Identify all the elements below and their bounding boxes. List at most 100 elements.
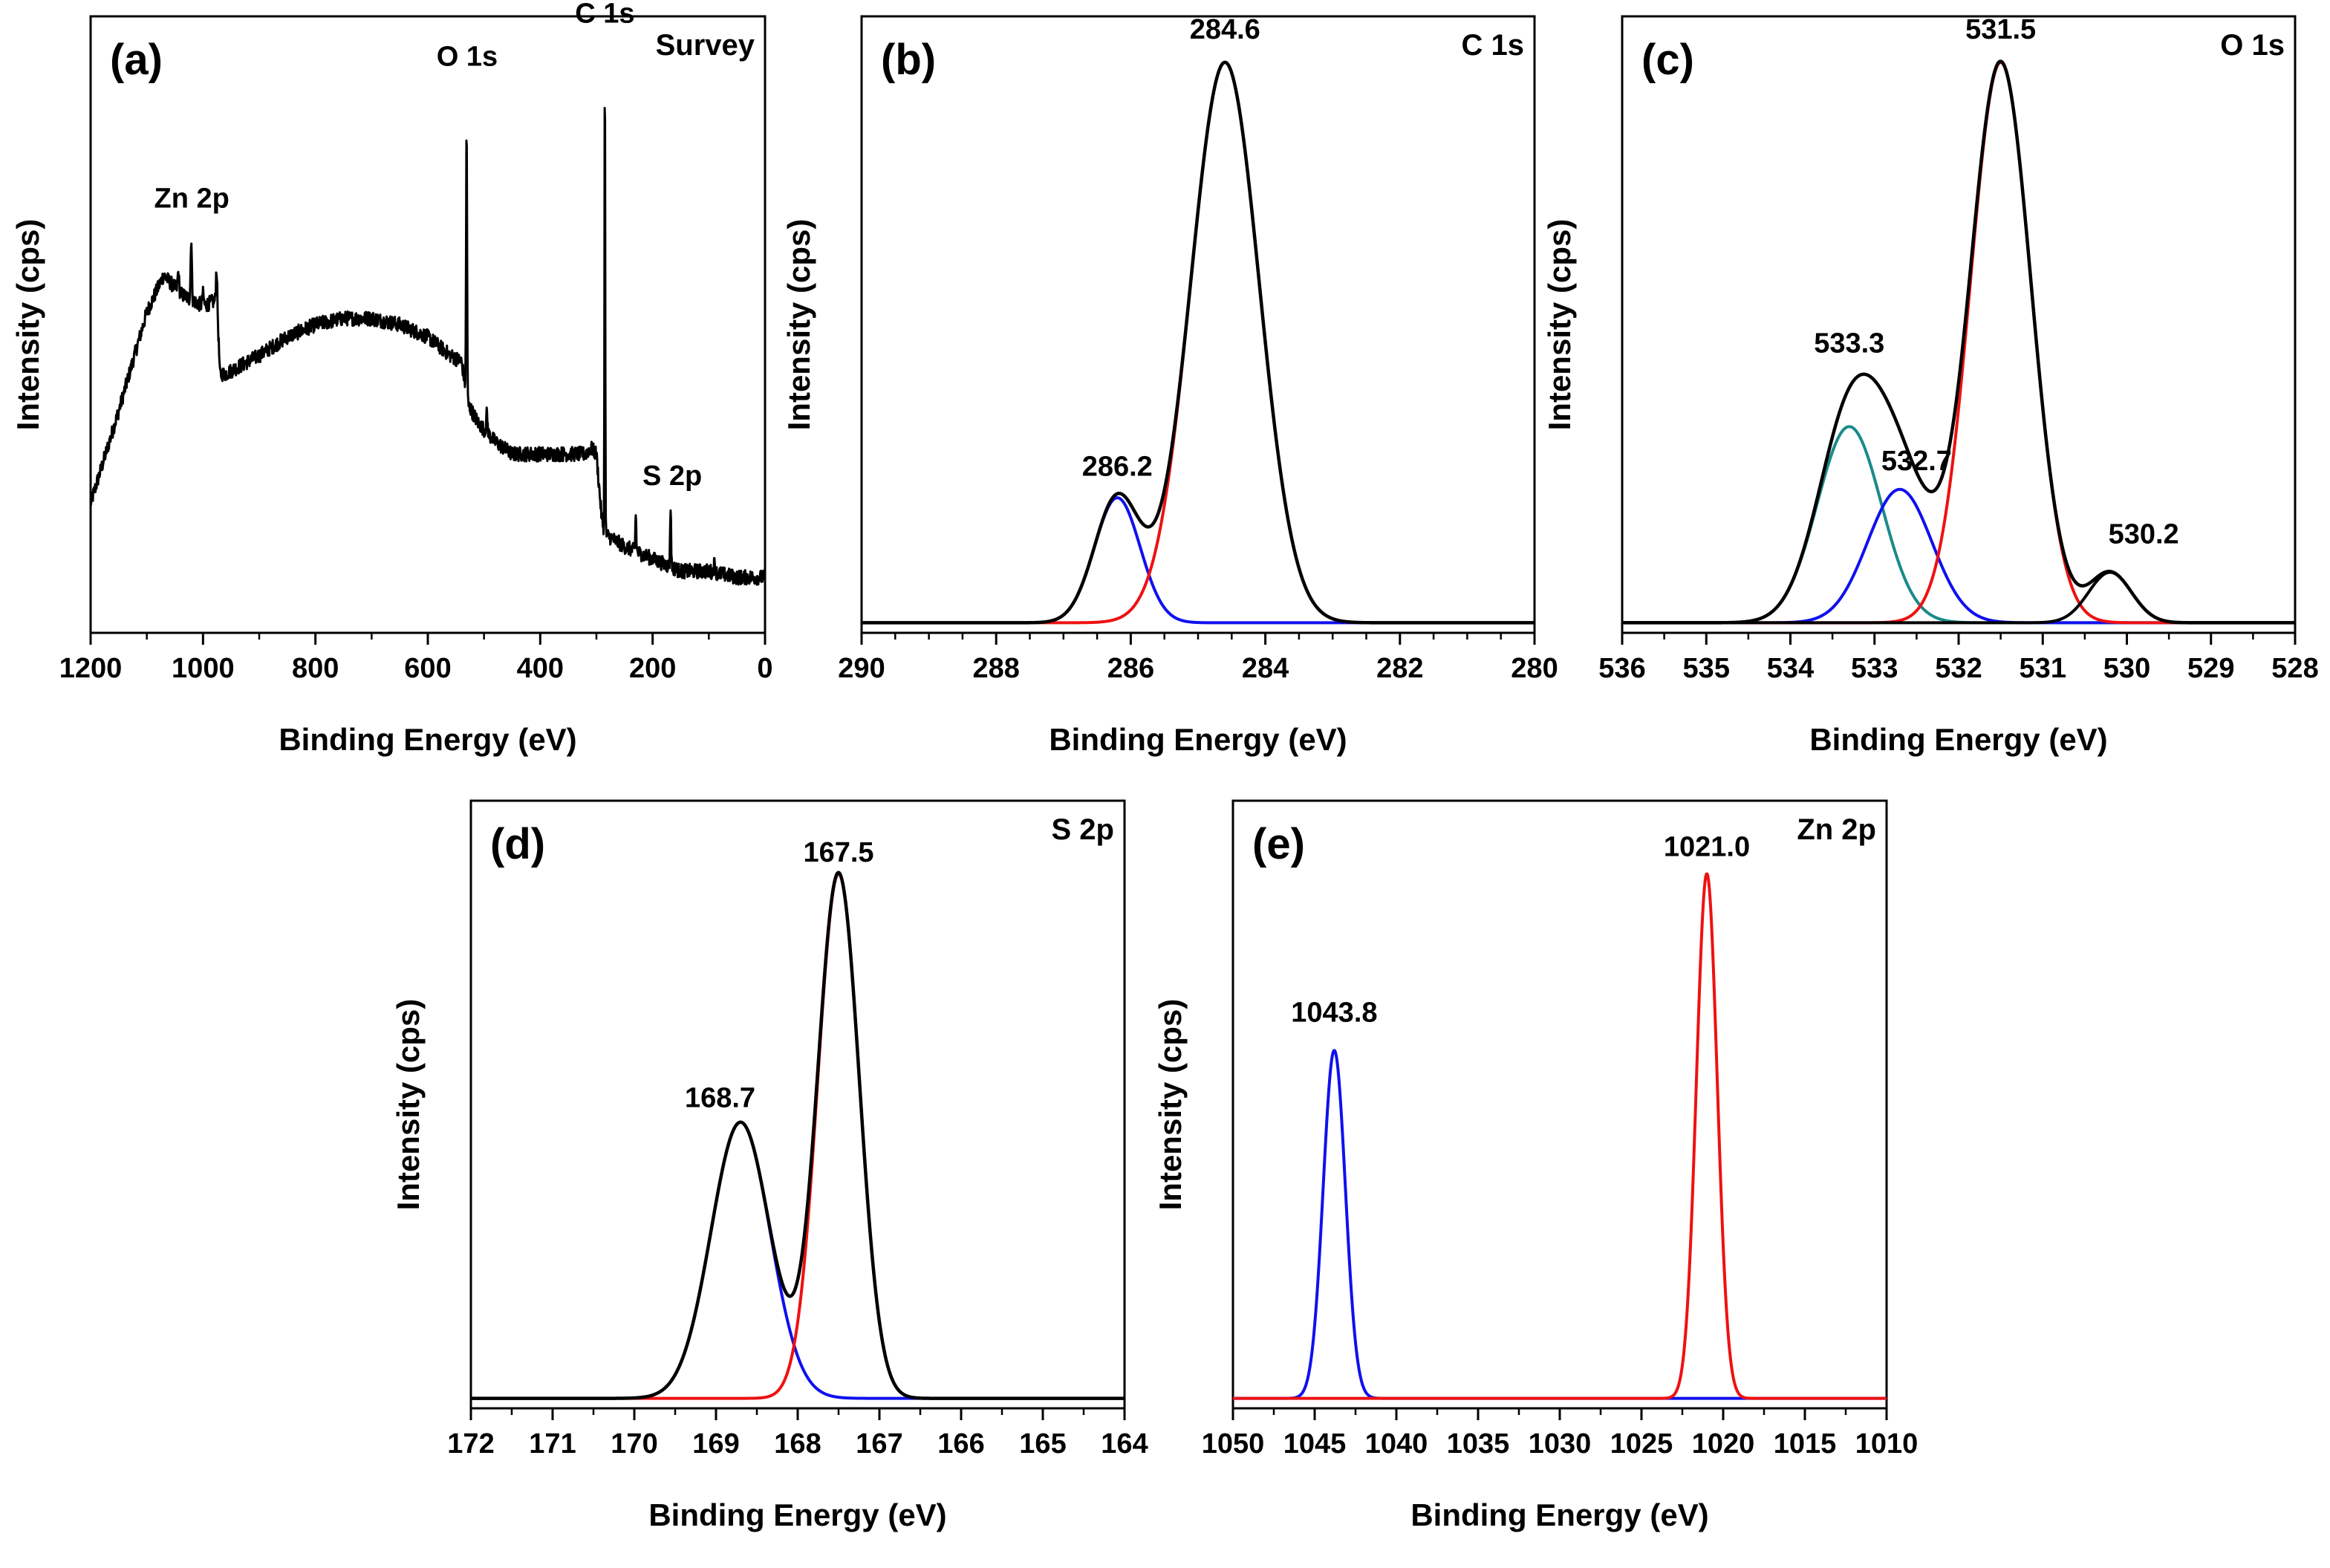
panel-letter: (a) [110,36,163,84]
x-tick-label: 533 [1851,653,1898,684]
series-group [471,871,1125,1400]
y-axis-label: Intensity (cps) [391,999,426,1211]
x-tick-label: 168 [774,1428,821,1460]
peak-label: Zn 2p [154,183,230,214]
peak-label: 286.2 [1082,452,1153,483]
x-tick-label: 0 [757,653,772,684]
x-tick-label: 528 [2271,653,2318,684]
peak-label: 1043.8 [1291,997,1377,1028]
x-tick-label: 400 [517,653,564,684]
peak-label: 167.5 [803,837,873,868]
x-tick-label: 529 [2187,653,2234,684]
panel-title: Survey [656,29,755,62]
x-tick-label: 284 [1242,653,1289,684]
x-tick-label: 1010 [1855,1428,1919,1460]
panel-title: S 2p [1052,813,1114,846]
peak-label: 284.6 [1190,14,1260,45]
panel-d: 172 171 170 169 168 167 166 165 164 Binding Energ… [391,799,1148,1532]
survey-spectrum-line [91,106,765,586]
x-tick-label: 800 [292,653,339,684]
panel-a: 1200 1000 800 600 400 200 0 Binding Energy (eV)… [10,0,773,757]
x-tick-label: 531 [2020,653,2066,684]
x-axis-label: Binding Energy (eV) [1049,722,1347,757]
peak-label: 1021.0 [1664,831,1750,862]
panel-letter: (b) [881,36,936,84]
x-tick-label: 167 [856,1428,902,1460]
peak-label: 532.7 [1881,446,1952,477]
panel-e: 1050 1045 1040 1035 1030 1025 1020 1015 1010 Bind… [1153,799,1919,1532]
panel-letter: (d) [490,820,545,868]
y-axis-label: Intensity (cps) [1542,219,1577,431]
x-tick-label: 1020 [1692,1428,1755,1460]
x-tick-label: 166 [937,1428,984,1460]
panel-title: Zn 2p [1797,813,1876,846]
x-tick-label: 171 [529,1428,576,1460]
x-axis-label: Binding Energy (eV) [1410,1497,1708,1532]
panel-letter: (c) [1641,36,1694,84]
peak-label: 168.7 [685,1083,755,1114]
x-tick-label: 290 [838,653,885,684]
envelope-fit-line [471,871,1125,1400]
peak-label: O 1s [437,41,498,72]
x-tick-label: 286 [1107,653,1154,684]
component-line-1043-8 [1233,1049,1887,1400]
x-tick-label: 282 [1376,653,1423,684]
x-tick-label: 1035 [1447,1428,1510,1460]
y-axis-label: Intensity (cps) [10,219,45,431]
panel-b: 290 288 286 284 282 280 Binding Energy (eV) Int… [781,14,1558,757]
x-tick-label: 536 [1598,653,1645,684]
component-line-532-7 [1622,487,2295,625]
y-axis-label: Intensity (cps) [781,219,816,431]
component-line-533-3 [1622,425,2295,625]
x-tick-label: 1040 [1365,1428,1428,1460]
series-group [1233,872,1887,1400]
plot-frame [89,15,767,634]
component-line-286-2 [862,496,1535,625]
envelope-fit-line [1622,59,2295,625]
panel-letter: (e) [1252,820,1305,868]
peak-label: 530.2 [2109,518,2179,550]
panel-c: 536 535 534 533 532 531 530 529 528 Binding Energ… [1542,14,2319,757]
x-tick-label: 169 [692,1428,739,1460]
x-tick-label: 280 [1511,653,1558,684]
component-line-1021 [1233,872,1887,1400]
x-tick-label: 600 [404,653,451,684]
peak-label: C 1s [575,0,634,29]
x-tick-label: 165 [1019,1428,1066,1460]
x-tick-label: 534 [1767,653,1814,684]
x-tick-label: 1000 [172,653,235,684]
x-tick-label: 172 [447,1428,494,1460]
plot-frame [860,15,1536,634]
component-line-167-5 [471,872,1125,1400]
x-axis-label: Binding Energy (eV) [648,1497,946,1532]
component-line-284-6 [862,60,1535,625]
component-line-168-7 [471,1120,1125,1400]
x-tick-label: 1045 [1283,1428,1347,1460]
envelope-fit-line [862,60,1535,625]
peak-label: S 2p [642,461,702,492]
plot-frame [1621,15,2297,634]
x-tick-label: 1030 [1529,1428,1592,1460]
x-tick-label: 200 [629,653,676,684]
panel-title: O 1s [2220,29,2285,62]
x-tick-label: 535 [1683,653,1730,684]
x-tick-label: 288 [972,653,1019,684]
x-axis-label: Binding Energy (eV) [279,722,576,757]
series-group [1622,59,2295,625]
x-tick-label: 1200 [59,653,123,684]
component-line-531-5 [1622,60,2295,625]
x-tick-label: 530 [2103,653,2150,684]
x-tick-label: 170 [611,1428,657,1460]
x-tick-label: 1015 [1774,1428,1837,1460]
y-axis-label: Intensity (cps) [1153,999,1188,1211]
series-group [91,106,765,586]
x-tick-label: 1025 [1610,1428,1673,1460]
x-tick-label: 164 [1101,1428,1148,1460]
x-axis-label: Binding Energy (eV) [1809,722,2107,757]
peak-label: 533.3 [1814,328,1884,360]
peak-label: 531.5 [1965,14,2036,45]
x-tick-label: 532 [1935,653,1982,684]
series-group [862,60,1535,625]
plot-frame [1231,799,1888,1410]
